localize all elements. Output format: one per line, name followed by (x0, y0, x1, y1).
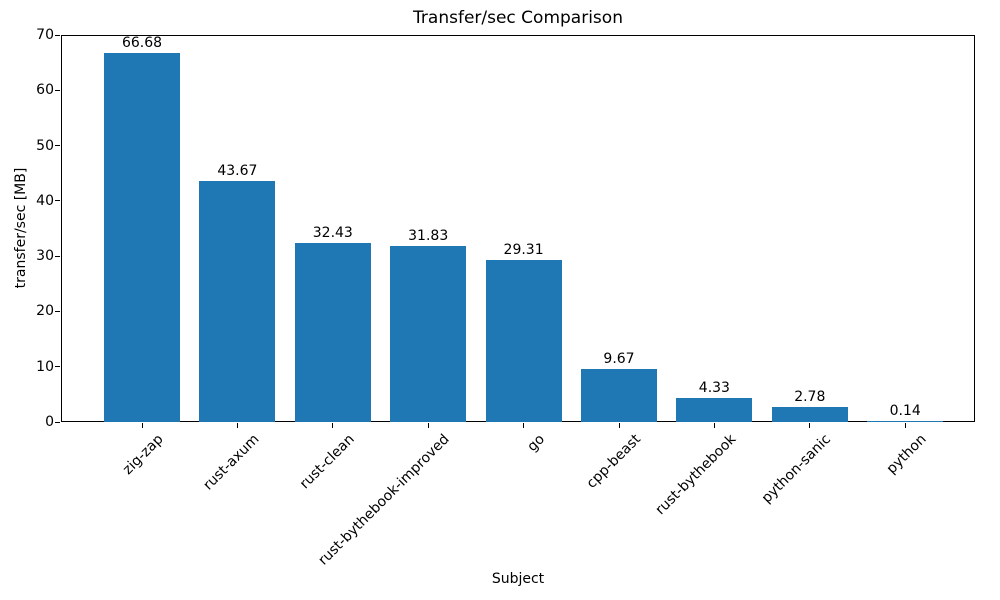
y-tick-label: 0 (45, 414, 54, 430)
y-tick-mark (55, 145, 60, 147)
bar-value-label: 32.43 (312, 224, 353, 241)
y-tick-label: 30 (36, 248, 54, 265)
bar-value-label: 43.67 (217, 162, 258, 179)
bar (199, 180, 276, 422)
y-tick-label: 60 (36, 82, 54, 99)
x-tick-mark (523, 423, 525, 428)
x-tick-label: go (524, 431, 549, 455)
x-tick-label: python (883, 431, 930, 478)
y-tick-label: 50 (36, 137, 54, 154)
x-tick-label: zig-zap (119, 431, 167, 478)
y-tick-mark (55, 310, 60, 312)
y-axis-label: transfer/sec [MB] (13, 167, 29, 289)
x-tick-label: cpp-beast (583, 431, 644, 492)
bar (581, 368, 657, 422)
x-tick-mark (618, 423, 620, 428)
y-tick-mark (55, 421, 60, 423)
chart-title: Transfer/sec Comparison (413, 8, 623, 28)
bar (294, 242, 371, 422)
y-tick-label: 10 (36, 358, 54, 375)
x-tick-label: rust-bythebook (652, 431, 739, 519)
bar (867, 421, 944, 422)
bar-value-label: 29.31 (503, 241, 544, 258)
x-tick-mark (904, 423, 906, 428)
y-tick-label: 40 (36, 192, 54, 209)
bar (676, 398, 753, 422)
x-tick-label: python-sanic (759, 431, 835, 507)
bar-value-label: 31.83 (408, 228, 449, 245)
y-tick-label: 70 (36, 27, 54, 43)
bar (104, 53, 180, 422)
y-tick-label: 20 (36, 303, 54, 320)
y-tick-mark (55, 366, 60, 368)
bar-value-label: 9.67 (603, 350, 635, 367)
bar (485, 259, 562, 422)
x-tick-mark (236, 423, 238, 428)
bar (390, 246, 467, 422)
x-tick-label: rust-clean (296, 431, 358, 493)
y-tick-mark (55, 200, 60, 202)
x-axis-label: Subject (491, 571, 545, 587)
y-tick-mark (55, 89, 60, 91)
bar (771, 406, 848, 422)
bar-value-label: 0.14 (889, 403, 921, 419)
x-tick-mark (332, 423, 334, 428)
x-tick-mark (427, 423, 429, 428)
y-tick-mark (55, 255, 60, 257)
x-tick-mark (141, 423, 143, 428)
bar-value-label: 66.68 (121, 35, 163, 52)
x-tick-label: rust-axum (199, 431, 262, 494)
bar-value-label: 2.78 (794, 388, 826, 405)
y-tick-mark (55, 34, 60, 36)
x-tick-mark (809, 423, 811, 428)
bar-value-label: 4.33 (698, 380, 730, 397)
x-tick-mark (713, 423, 715, 428)
